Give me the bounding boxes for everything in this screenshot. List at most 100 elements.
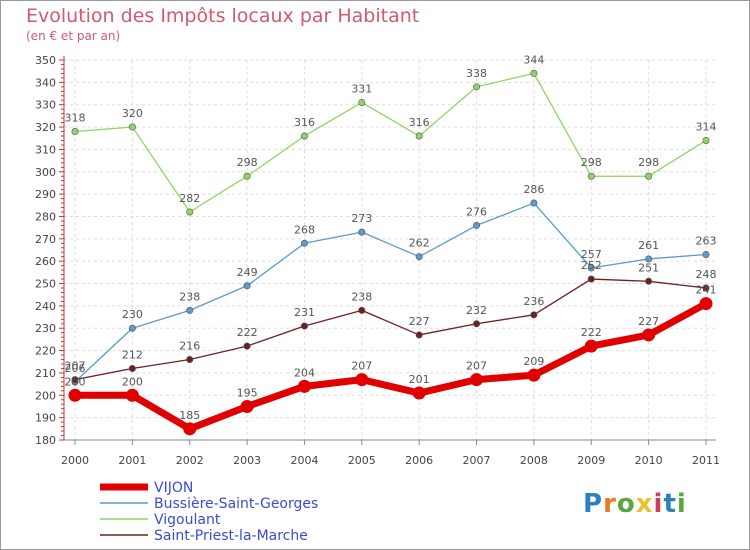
data-label: 268 [294, 223, 315, 236]
data-point [125, 388, 139, 402]
series-line [74, 72, 707, 213]
data-label: 286 [523, 183, 544, 196]
y-tick-label: 290 [35, 188, 56, 201]
data-label: 276 [466, 205, 487, 218]
data-label: 207 [351, 360, 372, 373]
x-tick-label: 2001 [118, 454, 146, 467]
series-line [71, 300, 710, 433]
x-tick-label: 2005 [348, 454, 376, 467]
data-label: 338 [466, 67, 487, 80]
data-label: 252 [581, 259, 602, 272]
data-point [243, 282, 251, 290]
data-point [530, 311, 538, 319]
data-point [699, 297, 713, 311]
data-point [297, 379, 311, 393]
logo-letter: P [583, 489, 604, 519]
y-tick-label: 250 [35, 278, 56, 291]
y-tick-label: 320 [35, 121, 56, 134]
data-point [240, 399, 254, 413]
data-point [71, 128, 79, 136]
logo-letter: t [663, 489, 677, 519]
data-label: 318 [65, 112, 86, 125]
data-label: 230 [122, 308, 143, 321]
data-point [415, 331, 423, 339]
data-point [415, 132, 423, 140]
data-label: 227 [409, 315, 430, 328]
data-label: 262 [409, 237, 430, 250]
logo-letter: i [676, 489, 687, 519]
data-point [412, 386, 426, 400]
logo-letter: o [616, 489, 636, 519]
y-axis-ticks: 180 190 200 210 220 230 240 250 260 270 280 290 300 3… [35, 54, 56, 447]
data-label: 212 [122, 348, 143, 361]
data-point [702, 284, 710, 292]
data-point [587, 264, 595, 272]
data-point [702, 136, 710, 144]
x-tick-label: 2003 [233, 454, 261, 467]
data-point [415, 253, 423, 261]
data-label: 231 [294, 306, 315, 319]
data-label: 222 [237, 326, 258, 339]
y-tick-label: 270 [35, 233, 56, 246]
x-tick-label: 2004 [290, 454, 318, 467]
data-point [642, 328, 656, 342]
legend-label: Bussière-Saint-Georges [154, 496, 318, 512]
legend-label: VIJON [154, 480, 193, 496]
data-label: 314 [696, 120, 717, 133]
x-axis-ticks: 2000 2001 2002 2003 2004 2005 2006 2007 2008 2009… [61, 454, 720, 467]
x-tick-label: 2011 [692, 454, 720, 467]
data-point [473, 320, 481, 328]
proxiti-logo: Proxiti [583, 489, 687, 519]
y-tick-label: 230 [35, 322, 56, 335]
data-label: 207 [65, 360, 86, 373]
data-point [527, 368, 541, 382]
data-point [587, 172, 595, 180]
x-tick-label: 2006 [405, 454, 433, 467]
data-point [128, 364, 136, 372]
data-point [470, 373, 484, 387]
data-label: 227 [638, 315, 659, 328]
data-point [358, 228, 366, 236]
data-point [702, 250, 710, 258]
data-label: 236 [523, 295, 544, 308]
data-label: 185 [179, 409, 200, 422]
data-label: 251 [638, 261, 659, 274]
data-label: 200 [122, 375, 143, 388]
x-tick-label: 2008 [520, 454, 548, 467]
data-point [584, 339, 598, 353]
legend: VIJONBussière-Saint-GeorgesVigoulantSain… [100, 480, 318, 544]
y-tick-label: 240 [35, 300, 56, 313]
series-line [74, 202, 707, 383]
data-label: 216 [179, 340, 200, 353]
data-label: 200 [65, 375, 86, 388]
data-label: 207 [466, 360, 487, 373]
y-tick-label: 180 [35, 434, 56, 447]
data-label: 316 [409, 116, 430, 129]
data-point [71, 376, 79, 384]
data-label: 282 [179, 192, 200, 205]
data-label: 201 [409, 373, 430, 386]
data-label: 298 [237, 156, 258, 169]
series-lines [71, 72, 710, 433]
data-label: 232 [466, 304, 487, 317]
data-point [186, 306, 194, 314]
x-tick-label: 2010 [635, 454, 663, 467]
data-point [473, 221, 481, 229]
y-tick-label: 220 [35, 345, 56, 358]
logo-letter: r [603, 489, 617, 519]
data-label: 222 [581, 326, 602, 339]
data-point [300, 239, 308, 247]
data-point [186, 356, 194, 364]
data-label: 273 [351, 212, 372, 225]
x-tick-label: 2009 [577, 454, 605, 467]
data-point [358, 98, 366, 106]
data-point [355, 373, 369, 387]
data-point [128, 123, 136, 131]
data-label: 241 [696, 284, 717, 297]
data-label: 316 [294, 116, 315, 129]
y-tick-label: 210 [35, 367, 56, 380]
x-tick-label: 2000 [61, 454, 89, 467]
logo-letter: x [635, 489, 654, 519]
